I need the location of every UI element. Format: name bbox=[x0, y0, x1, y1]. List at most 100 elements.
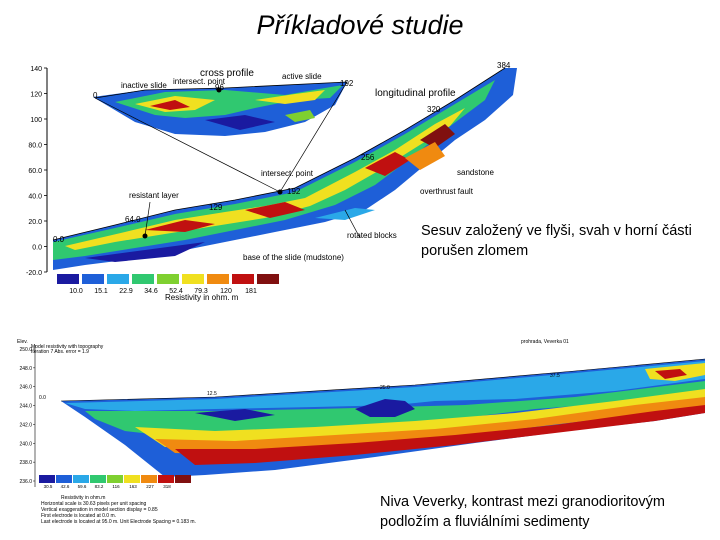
label-intersect-point-2: intersect. point bbox=[261, 169, 314, 178]
figure-labels: cross profile inactive slide intersect. … bbox=[53, 61, 511, 262]
legend-swatch bbox=[39, 475, 55, 483]
footer-line: Last electrode is located at 95.0 m. Uni… bbox=[41, 519, 196, 525]
legend-swatch bbox=[141, 475, 157, 483]
legend-swatch bbox=[56, 475, 72, 483]
legend-value: 15.1 bbox=[94, 288, 108, 295]
label-129: 129 bbox=[209, 203, 223, 212]
label-256: 256 bbox=[361, 153, 375, 162]
figure-footer: Horizontal scale is 30.63 pixels per uni… bbox=[41, 501, 196, 525]
legend-swatch bbox=[90, 475, 106, 483]
legend-swatch bbox=[257, 274, 279, 284]
legend-value: 318 bbox=[163, 484, 171, 489]
legend-swatch bbox=[175, 475, 191, 483]
cross-profile-section bbox=[93, 81, 348, 136]
label-192-top: 192 bbox=[340, 79, 354, 88]
legend-title-bottom: Resistivity in ohm.m bbox=[61, 495, 105, 501]
legend-value: 59.6 bbox=[78, 484, 87, 489]
legend-swatch bbox=[107, 475, 123, 483]
y-tick-label: 120 bbox=[30, 92, 42, 99]
label-resistant-layer: resistant layer bbox=[129, 191, 179, 200]
intersect-marker bbox=[277, 189, 283, 195]
y-tick-label: 250.0 bbox=[19, 347, 32, 353]
leader-line bbox=[144, 201, 151, 237]
legend-swatch bbox=[73, 475, 89, 483]
resistivity-legend-bottom: 30.5 42.6 59.6 83.2 116 163 227 318 bbox=[39, 475, 191, 489]
y-axis-ticks: 250.0 248.0 246.0 244.0 242.0 240.0 238.0 236.0 bbox=[19, 347, 35, 485]
profile-name: prohrada, Veverka 01 bbox=[521, 339, 569, 345]
y-tick-label: 236.0 bbox=[19, 479, 32, 485]
legend-swatch bbox=[232, 274, 254, 284]
legend-swatch bbox=[182, 274, 204, 284]
y-tick-label: 240.0 bbox=[19, 441, 32, 447]
legend-swatch bbox=[157, 274, 179, 284]
legend-swatch bbox=[158, 475, 174, 483]
legend-value: 83.2 bbox=[95, 484, 104, 489]
y-tick-label: 248.0 bbox=[19, 366, 32, 372]
legend-swatch bbox=[57, 274, 79, 284]
legend-value: 42.6 bbox=[61, 484, 70, 489]
y-tick-label: 238.0 bbox=[19, 460, 32, 466]
footer-line: First electrode is located at 0.0 m. bbox=[41, 513, 116, 519]
caption-top: Sesuv založený ve flyši, svah v horní čá… bbox=[421, 223, 692, 259]
slide-title: Příkladové studie bbox=[256, 10, 464, 40]
y-axis-ticks: 140 120 100 80.0 60.0 40.0 20.0 0.0 -20.0 bbox=[26, 66, 47, 277]
y-tick-label: -20.0 bbox=[26, 270, 42, 277]
legend-swatch bbox=[207, 274, 229, 284]
y-tick-label: 80.0 bbox=[28, 143, 42, 150]
legend-value: 116 bbox=[112, 484, 120, 489]
legend-value: 34.6 bbox=[144, 288, 158, 295]
header-model: Model resistivity with topography bbox=[31, 344, 104, 350]
legend-swatch bbox=[124, 475, 140, 483]
legend-value: 227 bbox=[146, 484, 154, 489]
label-sandstone: sandstone bbox=[457, 168, 494, 177]
y-tick-label: 246.0 bbox=[19, 385, 32, 391]
header-elev: Elev. bbox=[17, 339, 28, 345]
label-0-0: 0.0 bbox=[53, 235, 65, 244]
surface-labels: 0.0 12.5 25.0 37.5 bbox=[39, 373, 560, 401]
legend-value: 79.3 bbox=[194, 288, 208, 295]
surface-label: 37.5 bbox=[550, 373, 560, 379]
surface-label: 12.5 bbox=[207, 391, 217, 397]
y-tick-label: 0.0 bbox=[32, 245, 42, 252]
legend-swatch bbox=[107, 274, 129, 284]
y-tick-label: 140 bbox=[30, 66, 42, 73]
leader-line bbox=[344, 209, 361, 239]
resistivity-section bbox=[60, 358, 706, 477]
intersect-marker bbox=[216, 87, 222, 93]
label-rotated-blocks: rotated blocks bbox=[347, 231, 397, 240]
legend-value: 10.0 bbox=[69, 288, 83, 295]
footer-line: Horizontal scale is 30.63 pixels per uni… bbox=[41, 501, 147, 507]
y-tick-label: 40.0 bbox=[28, 194, 42, 201]
label-inactive-slide: inactive slide bbox=[121, 81, 167, 90]
label-320: 320 bbox=[427, 105, 441, 114]
floodplain-resistivity-figure: Elev. Model resistivity with topography … bbox=[15, 335, 715, 540]
surface-label: 0.0 bbox=[39, 395, 46, 401]
legend-value: 163 bbox=[129, 484, 137, 489]
legend-swatch bbox=[82, 274, 104, 284]
longitudinal-profile-section bbox=[52, 67, 517, 270]
legend-value: 30.5 bbox=[44, 484, 53, 489]
surface-label: 25.0 bbox=[380, 385, 390, 391]
figure-header: Elev. Model resistivity with topography … bbox=[17, 339, 569, 355]
label-0: 0 bbox=[93, 91, 98, 100]
label-96: 96 bbox=[215, 83, 224, 92]
legend-value: 120 bbox=[220, 288, 232, 295]
legend-swatch bbox=[132, 274, 154, 284]
label-active-slide: active slide bbox=[282, 72, 322, 81]
connector-line bbox=[94, 97, 281, 193]
legend-value: 22.9 bbox=[119, 288, 133, 295]
legend-value: 181 bbox=[245, 288, 257, 295]
y-tick-label: 20.0 bbox=[28, 219, 42, 226]
label-intersect-point: intersect. point bbox=[173, 77, 226, 86]
label-64: 64.0 bbox=[125, 215, 141, 224]
legend-title: Resistivity in ohm. m bbox=[165, 293, 239, 302]
landslide-resistivity-figure: 140 120 100 80.0 60.0 40.0 20.0 0.0 -20.0 cross … bbox=[26, 61, 517, 302]
label-384: 384 bbox=[497, 61, 511, 70]
y-tick-label: 244.0 bbox=[19, 404, 32, 410]
label-overthrust-fault: overthrust fault bbox=[420, 187, 474, 196]
caption-bottom: Niva Veverky, kontrast mezi granodiorito… bbox=[380, 492, 715, 532]
connector-line bbox=[279, 81, 348, 193]
y-tick-label: 60.0 bbox=[28, 168, 42, 175]
footer-line: Vertical exaggeration in model section d… bbox=[41, 507, 158, 513]
label-longitudinal-profile: longitudinal profile bbox=[375, 88, 456, 99]
